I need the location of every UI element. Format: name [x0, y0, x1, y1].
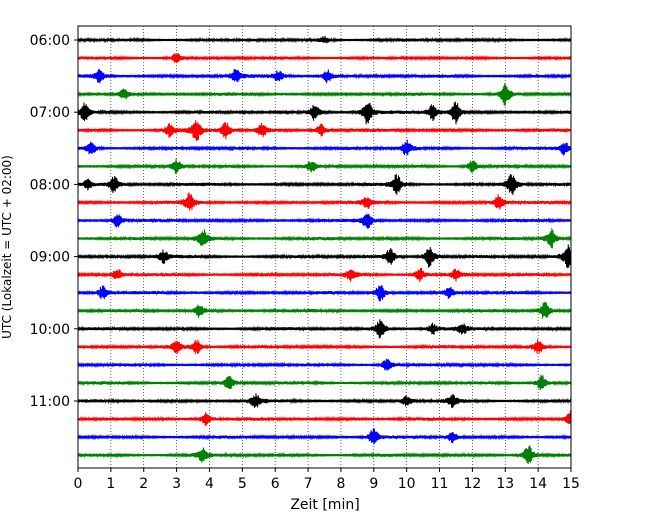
traces [77, 35, 572, 465]
x-tick-label-14: 14 [529, 476, 547, 492]
y-tick-label-0700: 07:00 [30, 105, 70, 121]
y-axis-label: UTC (Lokalzeit = UTC + 02:00) [0, 155, 14, 339]
x-tick-label-0: 0 [74, 476, 83, 492]
x-tick-label-6: 6 [271, 476, 280, 492]
x-tick-label-5: 5 [238, 476, 247, 492]
x-tick-label-13: 13 [496, 476, 514, 492]
y-tick-label-0600: 06:00 [30, 33, 70, 49]
axis-ticks: 0 1 2 3 4 5 6 7 8 9 10 11 12 13 14 1506:0007:0008:0009:… [30, 33, 580, 492]
x-tick-label-7: 7 [304, 476, 313, 492]
x-axis-label: Zeit [min] [290, 497, 359, 513]
x-tick-label-11: 11 [431, 476, 449, 492]
y-tick-label-0800: 08:00 [30, 177, 70, 193]
trace-0845 [77, 228, 572, 249]
x-tick-label-4: 4 [205, 476, 214, 492]
trace-0930 [77, 285, 572, 302]
x-tick-label-2: 2 [139, 476, 148, 492]
x-tick-label-1: 1 [106, 476, 115, 492]
y-tick-label-1100: 11:00 [30, 394, 70, 410]
y-tick-label-0900: 09:00 [30, 250, 70, 266]
plot-frame [77, 25, 572, 469]
x-tick-label-8: 8 [336, 476, 345, 492]
x-tick-label-9: 9 [369, 476, 378, 492]
x-tick-label-10: 10 [398, 476, 416, 492]
y-tick-label-1000: 10:00 [30, 322, 70, 338]
x-tick-label-12: 12 [463, 476, 481, 492]
x-tick-label-3: 3 [172, 476, 181, 492]
x-tick-label-15: 15 [562, 476, 580, 492]
